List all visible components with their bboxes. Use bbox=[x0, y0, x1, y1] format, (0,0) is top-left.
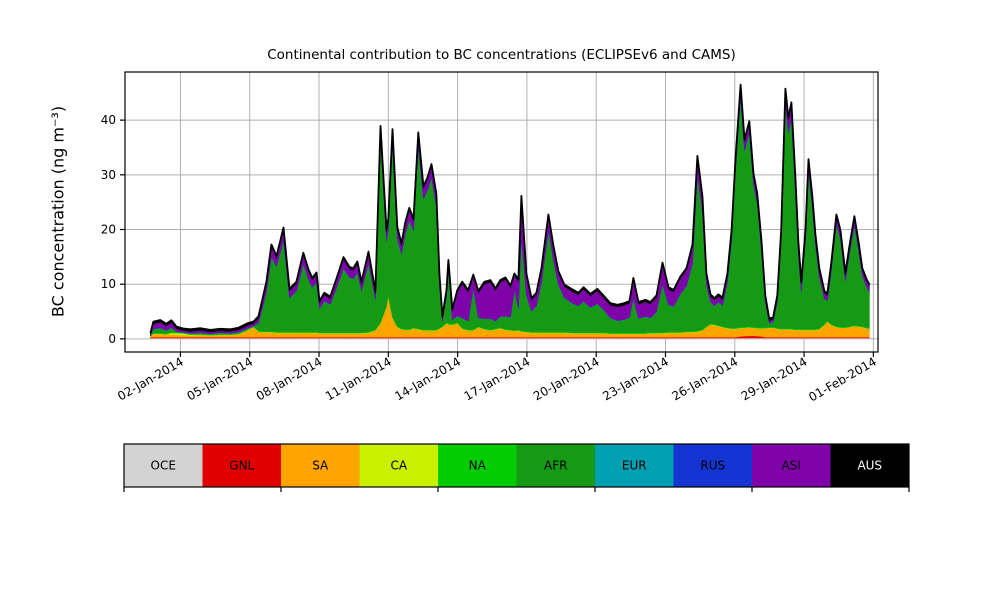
legend-patch-AUS bbox=[830, 444, 909, 487]
y-tick-label: 0 bbox=[108, 332, 116, 346]
legend-label-CA: CA bbox=[390, 459, 407, 473]
x-tick-label: 05-Jan-2014 bbox=[184, 354, 255, 403]
total-line bbox=[149, 83, 871, 334]
legend-patch-GNL bbox=[202, 444, 281, 487]
legend: OCE GNL SA CA NA AFR EUR RUS ASI AUS bbox=[123, 443, 910, 492]
legend-label-RUS: RUS bbox=[700, 459, 725, 473]
y-tick-label: 30 bbox=[101, 168, 116, 182]
x-tick-label: 01-Feb-2014 bbox=[806, 354, 879, 404]
axes-frame bbox=[124, 71, 879, 353]
legend-patch-AFR bbox=[516, 444, 595, 487]
x-tick-label: 02-Jan-2014 bbox=[115, 354, 186, 403]
x-tick-label: 29-Jan-2014 bbox=[739, 354, 810, 403]
legend-patch-EUR bbox=[595, 444, 674, 487]
legend-label-AFR: AFR bbox=[544, 459, 567, 473]
legend-patch-RUS bbox=[673, 444, 752, 487]
x-tick-label: 14-Jan-2014 bbox=[392, 354, 463, 403]
x-tick-label: 17-Jan-2014 bbox=[462, 354, 533, 403]
chart-title: Continental contribution to BC concentra… bbox=[267, 47, 736, 63]
legend-patch-OCE bbox=[124, 444, 203, 487]
legend-label-NA: NA bbox=[469, 459, 487, 473]
legend-label-ASI: ASI bbox=[782, 459, 801, 473]
x-tick-label: 20-Jan-2014 bbox=[531, 354, 602, 403]
x-tick-label: 08-Jan-2014 bbox=[254, 354, 325, 403]
legend-label-AUS: AUS bbox=[857, 459, 882, 473]
axis-ticks bbox=[120, 119, 874, 357]
stacked-areas bbox=[150, 84, 870, 340]
x-tick-label: 23-Jan-2014 bbox=[600, 354, 671, 403]
legend-label-SA: SA bbox=[312, 459, 329, 473]
y-tick-labels: 0 10 20 30 40 bbox=[101, 113, 116, 346]
x-tick-label: 11-Jan-2014 bbox=[323, 354, 394, 403]
y-tick-label: 40 bbox=[101, 113, 116, 127]
y-tick-label: 10 bbox=[101, 277, 116, 291]
x-tick-labels: 02-Jan-201405-Jan-201408-Jan-201411-Jan-… bbox=[115, 354, 879, 404]
legend-frame bbox=[123, 443, 910, 488]
x-tick-label: 26-Jan-2014 bbox=[670, 354, 741, 403]
legend-label-GNL: GNL bbox=[229, 459, 254, 473]
legend-label-OCE: OCE bbox=[151, 459, 176, 473]
legend-patch-CA bbox=[359, 444, 438, 487]
legend-label-EUR: EUR bbox=[622, 459, 647, 473]
legend-patch-NA bbox=[438, 444, 517, 487]
legend-patch-ASI bbox=[752, 444, 831, 487]
y-tick-label: 20 bbox=[101, 223, 116, 237]
legend-patch-SA bbox=[281, 444, 360, 487]
